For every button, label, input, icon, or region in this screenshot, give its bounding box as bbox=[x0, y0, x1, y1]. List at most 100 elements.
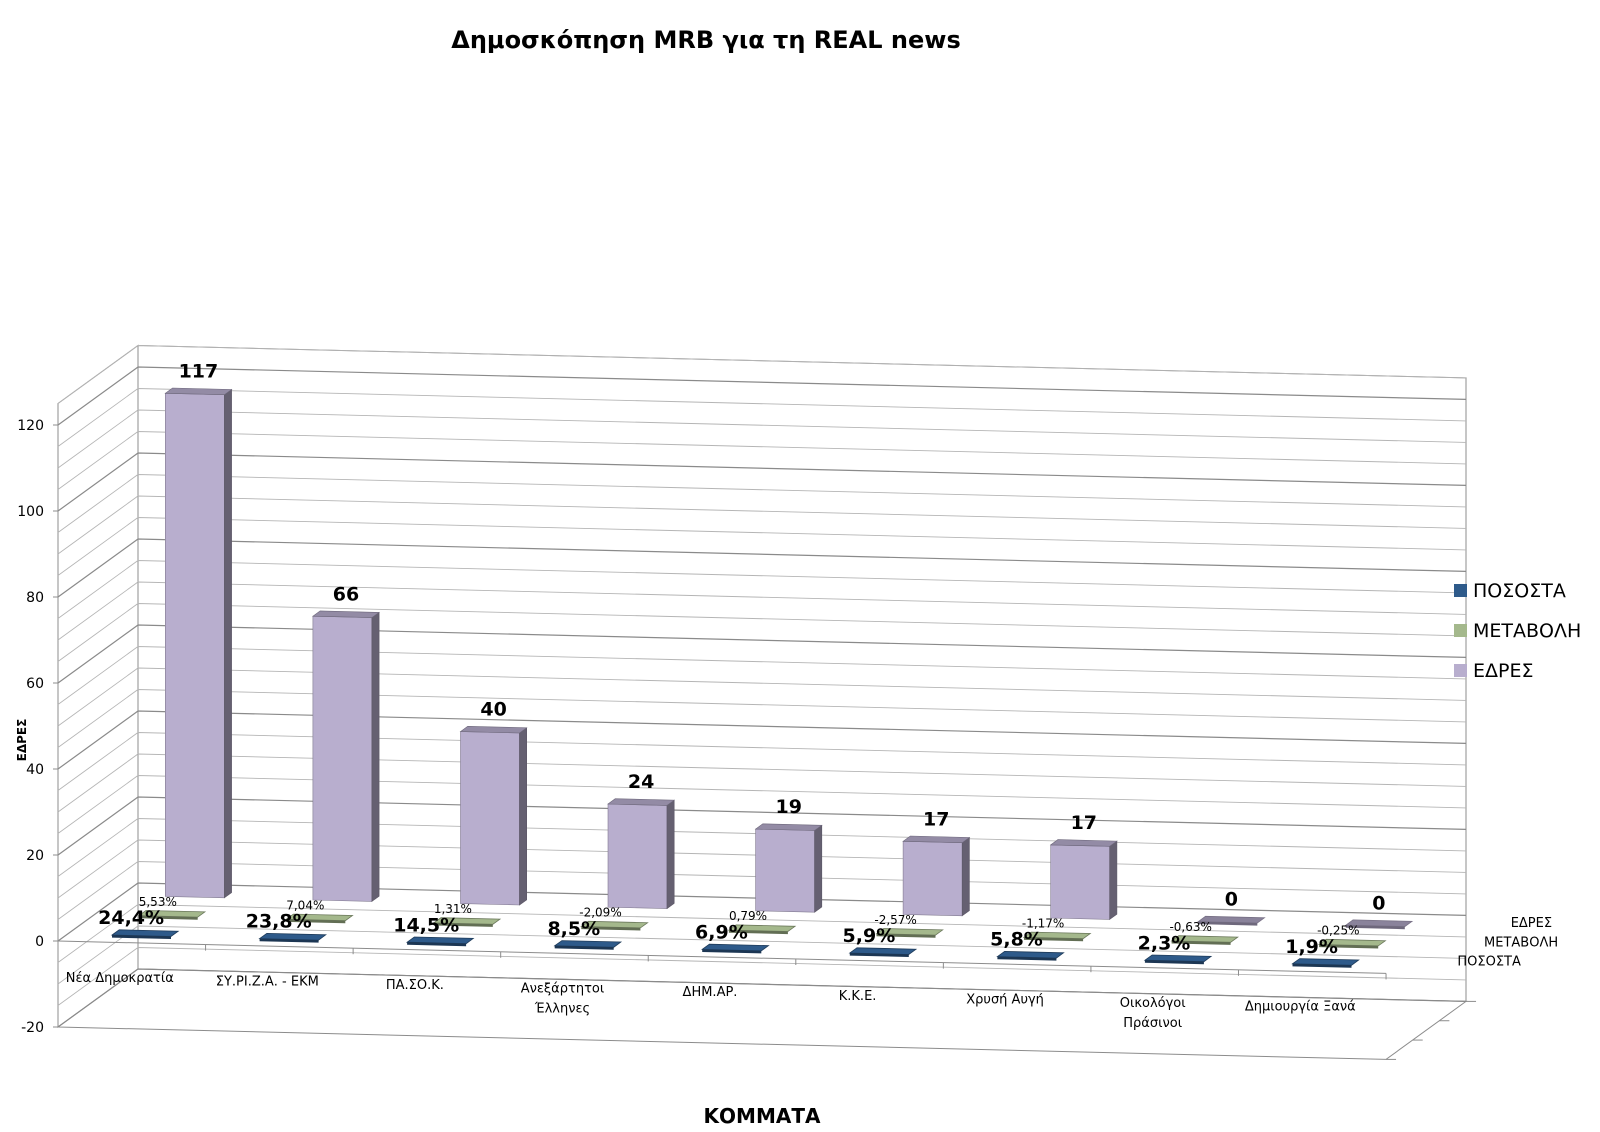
bar-ΜΕΤΑΒΟΛΗ-4 bbox=[727, 924, 797, 935]
data-label-ΜΕΤΑΒΟΛΗ-3: -2,09% bbox=[579, 906, 621, 920]
gridline bbox=[57, 710, 1467, 770]
data-label-ΜΕΤΑΒΟΛΗ-8: -0,25% bbox=[1317, 924, 1359, 938]
bar-ΠΟΣΟΣΤΑ-1 bbox=[258, 932, 327, 943]
category-label: ΔΗΜ.ΑΡ. bbox=[683, 985, 738, 1000]
gridline bbox=[57, 732, 1467, 791]
bar-ΕΔΡΕΣ-1 bbox=[312, 610, 380, 902]
chart-walls bbox=[56, 344, 1468, 1060]
gridline bbox=[57, 452, 1467, 512]
gridline bbox=[57, 624, 1467, 684]
data-label-ΠΟΣΟΣΤΑ-5: 5,9% bbox=[843, 925, 896, 947]
category-label: Κ.Κ.Ε. bbox=[839, 989, 877, 1004]
depth-label: ΜΕΤΑΒΟΛΗ bbox=[1484, 935, 1558, 950]
gridline bbox=[57, 581, 1467, 641]
gridline bbox=[57, 968, 1467, 1028]
bar-ΕΔΡΕΣ-6 bbox=[1049, 839, 1118, 920]
gridline bbox=[57, 345, 1467, 404]
x-axis-categories: Νέα Δημοκρατία ΣΥ.ΡΙ.Ζ.Α. - ΕΚΜ ΠΑ.ΣΟ.Κ. Αν… bbox=[66, 971, 1356, 1031]
category-label: Δημιουργία Ξανά bbox=[1245, 1000, 1356, 1015]
depth-axis-labels: ΕΔΡΕΣ ΜΕΤΑΒΟΛΗ ΠΟΣΟΣΤΑ bbox=[1457, 916, 1558, 970]
legend-swatch bbox=[1454, 664, 1467, 677]
bar-ΕΔΡΕΣ-0 bbox=[164, 387, 233, 899]
data-label-ΜΕΤΑΒΟΛΗ-4: 0,79% bbox=[729, 909, 767, 923]
category-label: ΣΥ.ΡΙ.Ζ.Α. - ΕΚΜ bbox=[216, 974, 319, 989]
chart-bars bbox=[164, 387, 1414, 930]
gridline bbox=[57, 603, 1467, 662]
y-tick-label: 40 bbox=[26, 762, 44, 778]
bar-ΜΕΤΑΒΟΛΗ-5 bbox=[875, 928, 944, 938]
data-label-ΠΟΣΟΣΤΑ-4: 6,9% bbox=[695, 922, 748, 944]
y-tick-label: 80 bbox=[26, 590, 44, 606]
data-label-ΕΔΡΕΣ-2: 40 bbox=[480, 699, 506, 721]
y-tick-label: 0 bbox=[35, 934, 44, 950]
y-axis-ticks: -20 0 20 40 60 80 100 120 bbox=[17, 418, 58, 1036]
bar-ΜΕΤΑΒΟΛΗ-2 bbox=[432, 917, 502, 927]
y-tick-label: 120 bbox=[17, 418, 44, 434]
bar-ΕΔΡΕΣ-5 bbox=[902, 835, 971, 917]
chart-title: Δημοσκόπηση MRB για τη REAL news bbox=[451, 26, 960, 54]
data-label-ΕΔΡΕΣ-0: 117 bbox=[179, 360, 219, 382]
data-label-ΠΟΣΟΣΤΑ-0: 24,4% bbox=[98, 907, 164, 929]
bar-ΕΔΡΕΣ-4 bbox=[754, 823, 823, 913]
gridline bbox=[57, 431, 1467, 490]
data-label-ΕΔΡΕΣ-5: 17 bbox=[923, 808, 949, 830]
bar-ΠΟΣΟΣΤΑ-0 bbox=[110, 929, 180, 939]
data-label-ΜΕΤΑΒΟΛΗ-5: -2,57% bbox=[874, 913, 916, 927]
bar-ΜΕΤΑΒΟΛΗ-3 bbox=[580, 920, 649, 931]
gridline bbox=[57, 947, 1467, 1006]
data-label-ΕΔΡΕΣ-8: 0 bbox=[1372, 892, 1385, 914]
chart-value-labels: 117 66 40 24 19 17 17 0 0 5,53% 7,04% 1,31% -2,09% 0,… bbox=[98, 360, 1385, 958]
data-label-ΕΔΡΕΣ-1: 66 bbox=[333, 583, 359, 605]
gridline bbox=[57, 861, 1467, 920]
bar-ΕΔΡΕΣ-2 bbox=[459, 725, 528, 906]
legend: ΠΟΣΟΣΤΑ ΜΕΤΑΒΟΛΗ ΕΔΡΕΣ bbox=[1454, 580, 1581, 682]
gridline bbox=[57, 689, 1467, 748]
y-tick-label: 20 bbox=[26, 848, 44, 864]
bar-ΜΕΤΑΒΟΛΗ-8 bbox=[1317, 938, 1387, 949]
data-label-ΕΔΡΕΣ-7: 0 bbox=[1225, 889, 1238, 911]
gridline bbox=[57, 474, 1467, 533]
y-tick-label: 60 bbox=[26, 676, 44, 692]
gridline bbox=[57, 646, 1467, 705]
y-axis-title: ΕΔΡΕΣ bbox=[15, 719, 29, 762]
gridline bbox=[57, 560, 1467, 619]
x-axis-title: ΚΟΜΜΑΤΑ bbox=[704, 1104, 821, 1128]
bar-ΜΕΤΑΒΟΛΗ-6 bbox=[1022, 931, 1092, 942]
depth-label: ΠΟΣΟΣΤΑ bbox=[1457, 955, 1521, 970]
legend-label: ΕΔΡΕΣ bbox=[1473, 660, 1533, 682]
y-tick-label: 100 bbox=[17, 504, 44, 520]
legend-label: ΠΟΣΟΣΤΑ bbox=[1473, 580, 1566, 602]
bar-ΠΟΣΟΣΤΑ-6 bbox=[996, 950, 1065, 961]
gridline bbox=[57, 775, 1467, 834]
data-label-ΠΟΣΟΣΤΑ-2: 14,5% bbox=[393, 914, 459, 936]
bar-ΜΕΤΑΒΟΛΗ-0 bbox=[137, 910, 207, 920]
bar-ΠΟΣΟΣΤΑ-3 bbox=[553, 940, 623, 950]
legend-swatch bbox=[1454, 584, 1467, 597]
bar-ΜΕΤΑΒΟΛΗ-7 bbox=[1170, 935, 1239, 945]
depth-label: ΕΔΡΕΣ bbox=[1511, 916, 1552, 931]
category-label: Χρυσή Αυγή bbox=[966, 992, 1044, 1007]
bar-ΠΟΣΟΣΤΑ-2 bbox=[405, 936, 475, 947]
data-label-ΠΟΣΟΣΤΑ-1: 23,8% bbox=[246, 911, 312, 933]
chart-plates bbox=[110, 910, 1387, 968]
data-label-ΜΕΤΑΒΟΛΗ-1: 7,04% bbox=[286, 898, 324, 912]
gridline bbox=[57, 753, 1467, 813]
gridline bbox=[57, 904, 1467, 963]
data-label-ΠΟΣΟΣΤΑ-7: 2,3% bbox=[1138, 932, 1191, 954]
category-label: ΠΑ.ΣΟ.Κ. bbox=[386, 978, 444, 993]
bar-ΠΟΣΟΣΤΑ-5 bbox=[848, 947, 918, 957]
gridline bbox=[57, 495, 1467, 555]
data-label-ΕΔΡΕΣ-6: 17 bbox=[1071, 812, 1097, 834]
data-label-ΜΕΤΑΒΟΛΗ-0: 5,53% bbox=[139, 895, 177, 909]
bar-ΕΔΡΕΣ-7 bbox=[1197, 915, 1266, 926]
category-label: Νέα Δημοκρατία bbox=[66, 971, 174, 986]
bar-ΜΕΤΑΒΟΛΗ-1 bbox=[285, 913, 354, 924]
data-label-ΜΕΤΑΒΟΛΗ-2: 1,31% bbox=[434, 902, 472, 916]
gridline bbox=[57, 538, 1467, 598]
y-tick-label: -20 bbox=[21, 1020, 44, 1036]
gridline bbox=[57, 882, 1467, 942]
bar-ΠΟΣΟΣΤΑ-4 bbox=[701, 943, 770, 954]
data-label-ΜΕΤΑΒΟΛΗ-7: -0,63% bbox=[1169, 920, 1211, 934]
gridline bbox=[57, 667, 1467, 727]
